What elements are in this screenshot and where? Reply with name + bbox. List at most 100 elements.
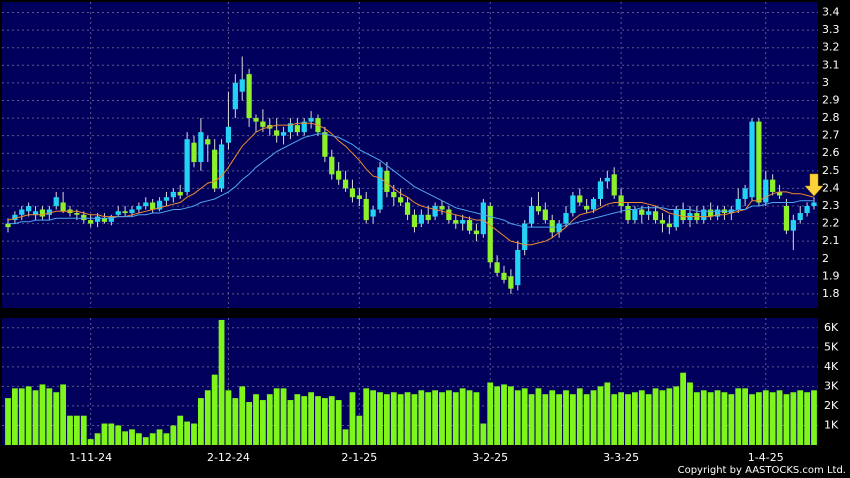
candle-body [156,200,163,210]
volume-bar [425,392,432,445]
candle-body [101,218,108,222]
candle-body [322,132,328,157]
candle-body [549,220,555,233]
candle-body [225,126,232,143]
volume-bar [742,388,749,445]
candle-body [342,179,349,189]
volume-bar [762,390,769,445]
candle-body [363,198,369,221]
volume-bar [625,394,631,445]
candle-body [439,206,445,210]
candle-body [246,74,252,119]
volume-bar [294,394,301,445]
candle-body [129,209,135,214]
volume-bar [432,390,439,445]
volume-bar [487,382,494,445]
candle-body [563,213,569,224]
candle-body [19,209,25,215]
volume-bar [804,392,811,445]
candle-body [274,130,280,136]
candle-body [625,206,631,221]
volume-bar [797,390,804,445]
candle-body [590,198,597,210]
y-tick-label: 2 [822,252,829,265]
volume-bar [514,390,521,445]
volume-bar [328,396,335,445]
candle-body [74,213,80,215]
volume-bar [25,386,32,445]
volume-bar [583,394,590,445]
candle-body [170,191,176,198]
candle-body [253,118,259,122]
volume-bar [218,319,225,445]
candle-body [776,191,783,196]
candle-body [632,209,638,221]
y-tick-label: 2.8 [822,111,840,124]
volume-bar [569,394,576,445]
candle-body [646,211,652,215]
candle-body [370,209,376,217]
candle-body [673,209,679,228]
volume-bar [659,390,666,445]
volume-bar [108,423,115,445]
volume-bar [377,392,383,445]
candle-body [260,121,266,127]
candle-body [218,144,225,189]
candle-body [232,82,238,110]
volume-bar [404,392,411,445]
volume-bar [184,421,191,445]
candle-body [81,214,87,221]
y-tick-label: 2.6 [822,146,840,159]
candle-body [453,220,459,224]
candle-body [770,179,776,192]
candle-body [701,209,707,221]
candle-body [790,220,796,231]
volume-bar [239,386,246,445]
volume-bar [315,396,321,445]
volume-bar [18,388,25,445]
x-tick-label: 1-11-24 [69,451,112,464]
y-tick-label: 2.2 [822,217,840,230]
candle-body [797,213,803,221]
volume-bar [480,423,487,445]
candle-body [763,179,769,203]
volume-bar [232,398,239,445]
x-tick-label: 2-1-25 [341,451,377,464]
volume-bar [549,390,556,445]
candle-body [756,121,762,203]
volume-tick-label: 3K [824,379,839,392]
candle-body [143,202,149,206]
volume-bar [604,382,611,445]
volume-bar [776,390,783,445]
y-tick-label: 3 [822,76,829,89]
candle-body [384,170,390,192]
volume-bar [321,398,328,445]
volume-bar [611,394,618,445]
volume-bar [287,400,294,445]
candle-body [542,209,548,221]
candle-body [460,220,466,224]
candle-body [811,202,817,206]
volume-bar [67,415,73,445]
candle-body [108,216,114,222]
candle-body [425,214,431,221]
volume-bar [735,388,742,445]
candle-body [487,206,493,263]
candle-body [122,211,128,214]
volume-bar [707,392,714,445]
candle-body [88,220,94,224]
candle-body [618,195,624,206]
candle-body [742,188,748,199]
volume-bar [397,394,404,445]
volume-bar [101,423,108,445]
candle-body [432,206,438,217]
candle-body [163,197,170,201]
candle-body [398,197,404,203]
y-tick-label: 2.7 [822,129,840,142]
volume-bar [191,423,197,445]
candle-body [239,79,245,92]
volume-bar [494,386,501,445]
volume-bar [211,374,218,445]
candle-body [480,202,486,235]
y-tick-label: 1.9 [822,269,840,282]
